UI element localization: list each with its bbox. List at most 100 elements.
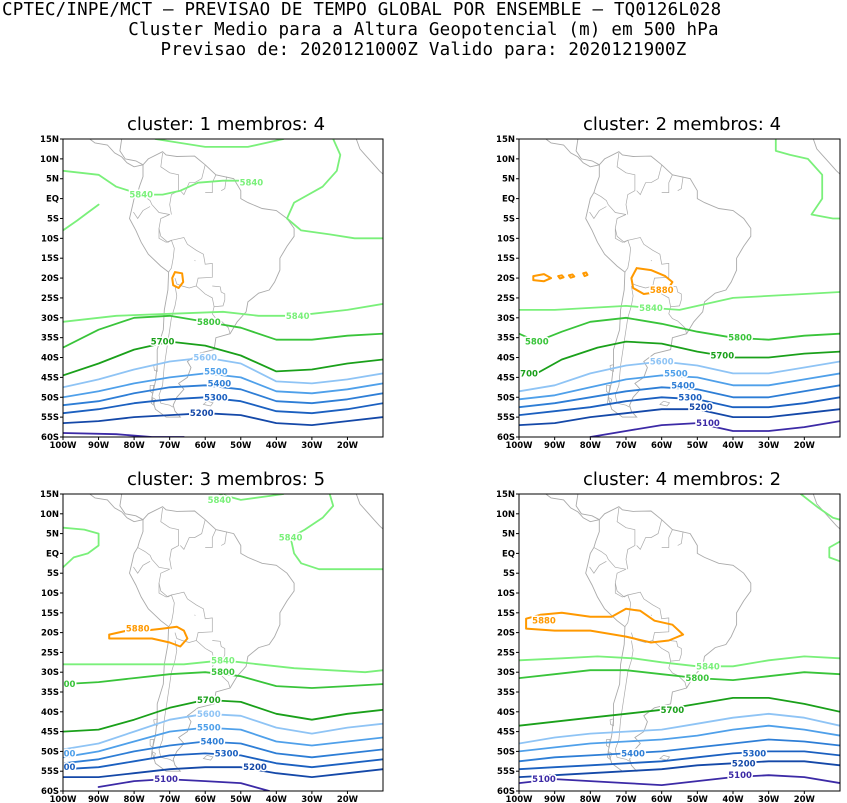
y-tick-label: 10S — [41, 234, 59, 244]
x-tick-label: 90W — [544, 795, 566, 803]
coastline-africa — [812, 139, 840, 175]
contour-5840 — [63, 169, 242, 196]
y-tick-label: 5N — [46, 530, 59, 540]
x-tick-label: 20W — [794, 795, 816, 803]
y-tick-label: 35S — [41, 334, 59, 344]
x-tick-label: 90W — [544, 441, 566, 451]
country-border — [205, 529, 217, 548]
contour-5100 — [589, 420, 840, 437]
country-border — [137, 547, 170, 570]
country-border — [589, 206, 607, 220]
country-border — [589, 560, 607, 574]
contour-label-5840: 5840 — [279, 534, 303, 544]
contour-label-5400: 5400 — [200, 738, 224, 748]
x-tick-label: 100W — [505, 795, 533, 803]
country-border — [636, 164, 663, 196]
panel-title-3: cluster: 3 membros: 5 — [126, 469, 326, 490]
y-tick-label: 5N — [46, 175, 59, 185]
contour-5500 — [519, 372, 840, 401]
country-border — [133, 560, 151, 574]
plot-frame — [62, 138, 384, 438]
coastline-central-america — [88, 494, 144, 523]
contour-5880 — [582, 271, 589, 278]
contour-label-5700: 5700 — [197, 696, 221, 706]
y-tick-label: 30S — [497, 314, 515, 324]
y-tick-label: 40S — [497, 708, 515, 718]
island-outline — [150, 751, 156, 760]
contour-label-5800: 5800 — [728, 334, 752, 344]
contour-label-5100: 5100 — [532, 775, 556, 785]
x-tick-label: 50W — [230, 795, 252, 803]
x-tick-label: 40W — [722, 795, 744, 803]
country-border — [614, 583, 628, 598]
plot-frame — [62, 493, 384, 792]
contour-5700 — [519, 697, 840, 727]
contour-label-5880: 5880 — [532, 617, 556, 627]
contour-5880 — [532, 273, 553, 283]
contour-5880 — [525, 607, 685, 644]
contour-5300 — [519, 396, 840, 417]
y-tick-label: 15S — [41, 254, 59, 264]
contour-5300 — [63, 752, 383, 771]
country-border — [158, 285, 178, 408]
x-tick-label: 90W — [88, 795, 110, 803]
y-tick-label: 30S — [497, 668, 515, 678]
y-tick-label: 25S — [497, 294, 515, 304]
panel-title-2: cluster: 2 membros: 4 — [582, 114, 782, 135]
y-tick-label: EQ — [46, 195, 59, 205]
x-tick-label: 30W — [301, 441, 323, 451]
contour-5840 — [63, 659, 383, 674]
contour-label-5300: 5300 — [743, 749, 767, 759]
plot-frame — [518, 138, 841, 438]
coastline-caribbean — [558, 494, 600, 521]
y-tick-label: 5S — [503, 569, 515, 579]
x-tick-label: 100W — [49, 795, 77, 803]
country-border — [133, 206, 151, 220]
y-tick-label: 40S — [497, 354, 515, 364]
contour-5600 — [519, 712, 840, 745]
y-tick-label: 10S — [497, 589, 515, 599]
y-tick-label: EQ — [502, 549, 515, 559]
x-tick-label: 70W — [615, 441, 637, 451]
country-border — [137, 192, 170, 215]
contour-label-5200: 5200 — [689, 403, 713, 413]
island-outline — [659, 755, 671, 761]
y-tick-label: EQ — [46, 549, 59, 559]
contour-label-5300: 500 — [58, 763, 76, 773]
chart-header: CPTEC/INPE/MCT – PREVISAO DE TEMPO GLOBA… — [0, 0, 847, 60]
island-outline — [202, 400, 214, 407]
contour-label-5840: 5840 — [240, 179, 264, 189]
island-outline — [149, 739, 155, 749]
contour-label-5400: 5400 — [621, 749, 645, 759]
x-tick-label: 50W — [687, 441, 709, 451]
contour-label-5100: 5100 — [696, 419, 720, 429]
country-border — [158, 583, 172, 598]
coastline-south-america — [129, 151, 295, 418]
contour-5840 — [63, 526, 100, 569]
x-tick-label: 70W — [159, 795, 181, 803]
contour-label-5880: 5880 — [126, 625, 150, 635]
y-tick-label: 40S — [41, 708, 59, 718]
country-border — [616, 152, 636, 215]
coastline-africa — [355, 494, 383, 530]
contour-5800 — [63, 314, 383, 349]
panel-title-4: cluster: 4 membros: 2 — [582, 469, 782, 490]
contour-5400 — [519, 384, 840, 409]
contour-label-5700: 5700 — [514, 369, 538, 379]
map-layer: 5840 5840 5840 5800 5700 5600 5500 5400 5300 5200 — [63, 139, 383, 437]
x-tick-label: 20W — [794, 441, 816, 451]
coastline-south-america — [129, 506, 295, 772]
coastline-africa — [812, 494, 840, 530]
contour-5880 — [108, 625, 189, 648]
y-tick-label: 50S — [41, 393, 59, 403]
x-tick-label: 40W — [266, 441, 288, 451]
contour-label-5840: 5840 — [639, 304, 663, 314]
header-line-2: Cluster Medio para a Altura Geopotencial… — [128, 20, 719, 40]
y-tick-label: 5S — [503, 214, 515, 224]
island-outline — [194, 259, 196, 262]
contour-5840 — [154, 139, 285, 148]
contour-5880 — [567, 273, 576, 279]
contour-5200 — [63, 766, 383, 778]
plot-frame — [518, 493, 841, 792]
